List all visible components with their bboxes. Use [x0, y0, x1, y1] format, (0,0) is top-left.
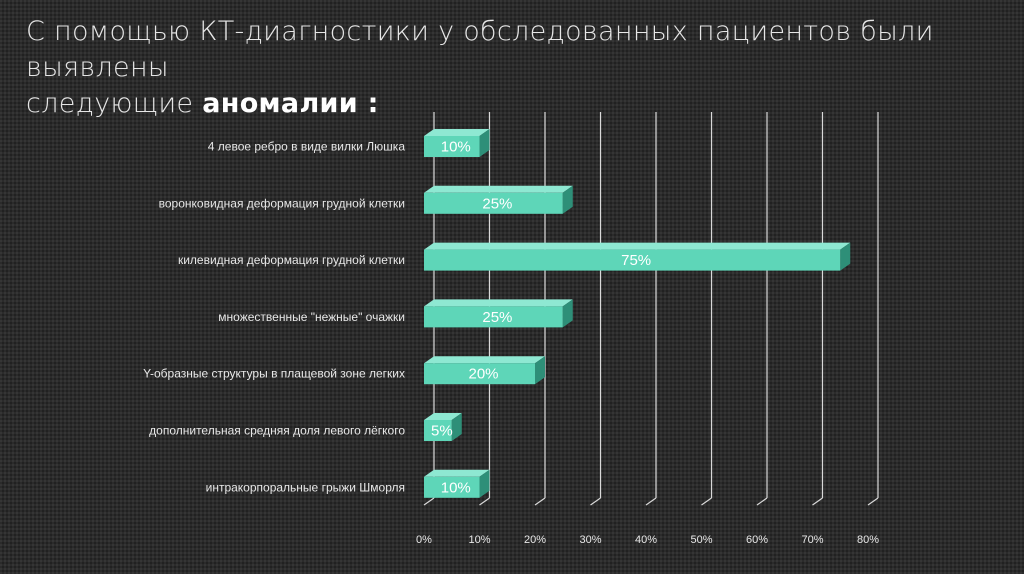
category-label: дополнительная средняя доля левого лёгко… [149, 424, 405, 438]
gridline-floor [423, 497, 435, 506]
bar-side-face [451, 413, 462, 441]
gridline-floor [645, 497, 657, 506]
labels: 0% 10% 20% 30% 40% 50% 60% 70% 80% 10% 4 левое реб… [143, 139, 879, 547]
bar [424, 356, 545, 385]
slide-title: С помощью КТ-диагностики у обследованных… [26, 14, 1006, 122]
bar-side-face [479, 469, 490, 498]
bar-front-face [424, 249, 841, 271]
bar-top-face [424, 356, 545, 364]
bar [424, 299, 573, 328]
data-label: 5% [431, 423, 453, 440]
bar-front-face [424, 306, 563, 328]
bar-top-face [424, 185, 573, 193]
category-label: интракорпоральные грыжи Шморля [206, 480, 405, 494]
bar-front-face [424, 420, 452, 441]
category-label: 4 левое ребро в виде вилки Люшка [208, 140, 406, 154]
tick-label: 20% [524, 534, 546, 546]
data-label: 25% [482, 309, 512, 326]
data-label: 10% [441, 479, 471, 496]
tick-label: 70% [801, 534, 823, 546]
data-label: 20% [468, 366, 498, 383]
bar [424, 185, 573, 214]
bar [424, 129, 490, 157]
data-label: 25% [482, 195, 512, 212]
category-label: Y-образные структуры в плащевой зоне лег… [143, 367, 405, 381]
data-label: 10% [441, 139, 471, 156]
category-label: воронковидная деформация грудной клетки [159, 196, 405, 210]
gridline-floor [756, 497, 768, 506]
gridline-floor [534, 497, 546, 506]
bar [424, 413, 462, 441]
tick-label: 30% [579, 534, 601, 546]
gridline-floor [590, 497, 601, 506]
bar-side-face [562, 299, 573, 328]
bar-side-face [840, 242, 851, 271]
category-label: множественные "нежные" очажки [218, 310, 405, 324]
bar-top-face [424, 413, 462, 420]
tick-label: 80% [857, 534, 879, 546]
bar-side-face [535, 356, 545, 385]
bar-side-face [479, 129, 490, 157]
data-label: 75% [621, 252, 651, 269]
tick-label: 50% [690, 534, 712, 546]
gridline-floor [812, 497, 823, 506]
bar [424, 242, 851, 271]
gridline-floor [479, 497, 490, 506]
tick-label: 60% [746, 534, 768, 546]
title-line-2-prefix: следующие [26, 88, 203, 119]
bar-front-face [424, 192, 563, 214]
tick-label: 10% [468, 534, 490, 546]
gridline-floor [867, 497, 879, 506]
bar-top-face [424, 469, 490, 477]
tick-label: 40% [635, 534, 657, 546]
bar-top-face [424, 129, 490, 136]
title-line-2: следующие аномалии : [26, 86, 1006, 122]
bar-side-face [562, 185, 573, 214]
bar-top-face [424, 299, 573, 307]
title-emphasis: аномалии : [202, 88, 379, 119]
tick-label: 0% [416, 534, 432, 546]
bar-top-face [424, 242, 851, 250]
bar-front-face [424, 363, 535, 385]
gridline-floor [701, 497, 712, 506]
bar-front-face [424, 136, 480, 157]
bar [424, 469, 490, 498]
category-label: килевидная деформация грудной клетки [178, 253, 405, 267]
bars [424, 129, 851, 498]
bar-front-face [424, 476, 480, 498]
title-line-1: С помощью КТ-диагностики у обследованных… [26, 16, 934, 83]
